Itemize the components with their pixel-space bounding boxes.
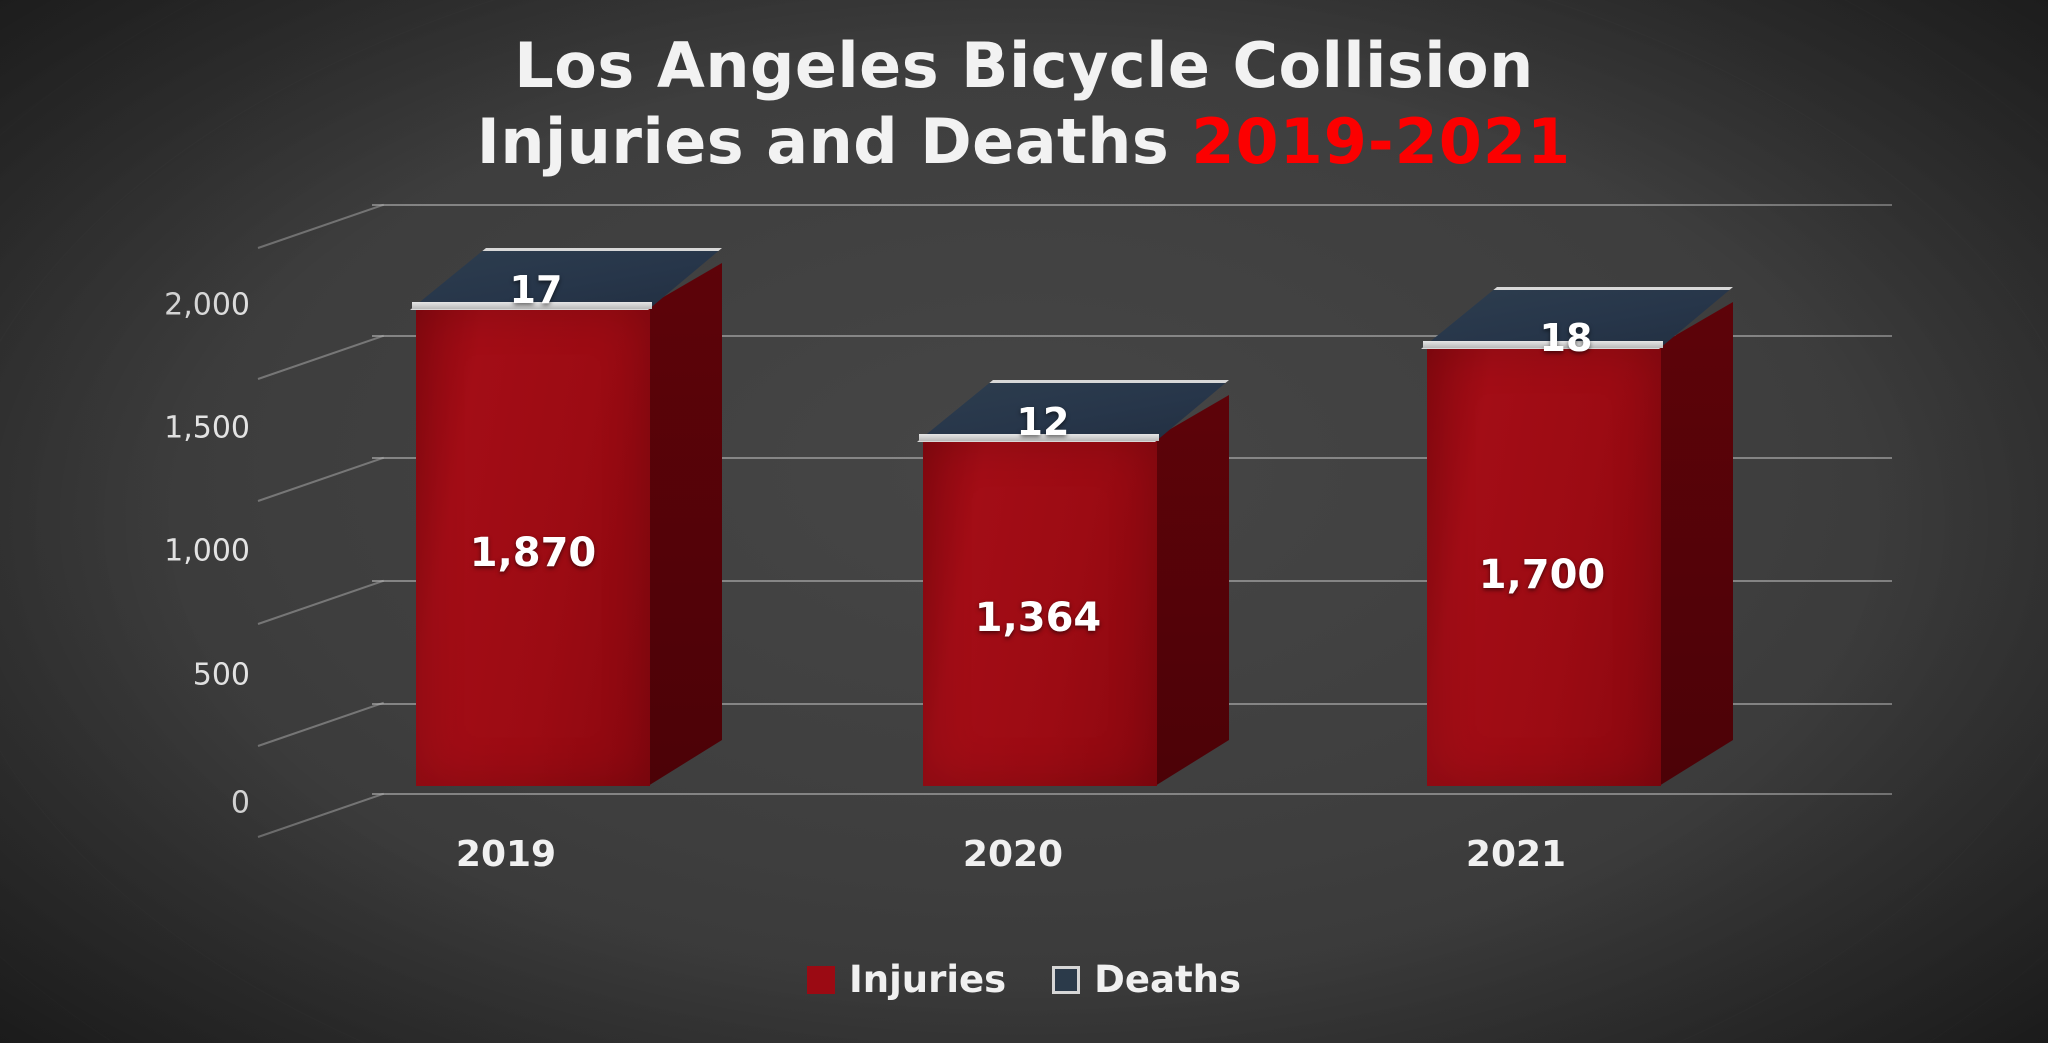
deaths-cap-face bbox=[410, 248, 722, 310]
y-tick-2000: 2,000 bbox=[164, 287, 250, 323]
depth-connector-0 bbox=[257, 792, 385, 838]
bar-2021-side-face bbox=[1659, 302, 1733, 786]
injuries-swatch-icon bbox=[806, 965, 835, 994]
legend-label-injuries: Injuries bbox=[848, 958, 1007, 1001]
depth-connector-2500 bbox=[257, 203, 385, 249]
data-label-2019-injuries: 1,870 bbox=[469, 530, 597, 576]
depth-connector-2000 bbox=[257, 334, 385, 380]
bar-2019-deaths-cap[interactable] bbox=[410, 248, 722, 310]
depth-connector-1500 bbox=[257, 456, 385, 502]
y-tick-1500: 1,500 bbox=[164, 410, 250, 446]
chart-title-line-1: Los Angeles Bicycle Collision bbox=[514, 29, 1534, 102]
chart-title-main-text: Injuries and Deaths bbox=[476, 104, 1192, 178]
gridline-2500 bbox=[372, 204, 1892, 206]
x-label-2019: 2019 bbox=[455, 834, 557, 875]
chart-title-year-range: 2019-2021 bbox=[1191, 104, 1572, 178]
bar-2020-deaths-cap[interactable] bbox=[917, 380, 1229, 442]
depth-connector-500 bbox=[257, 701, 385, 747]
y-tick-1000: 1,000 bbox=[164, 533, 250, 569]
data-label-2021-deaths: 18 bbox=[1539, 316, 1593, 360]
data-label-2020-deaths: 12 bbox=[1016, 400, 1070, 444]
data-label-2019-deaths: 17 bbox=[509, 268, 563, 312]
bar-2020-side-face bbox=[1155, 395, 1229, 786]
depth-connector-1000 bbox=[257, 579, 385, 625]
data-label-2020-injuries: 1,364 bbox=[974, 595, 1102, 641]
deaths-cap-face bbox=[917, 380, 1229, 442]
x-label-2021: 2021 bbox=[1465, 834, 1567, 875]
chart-title-line-2: Injuries and Deaths 2019-2021 bbox=[0, 104, 2048, 180]
legend-item-injuries[interactable]: Injuries bbox=[806, 958, 1007, 1001]
data-label-2021-injuries: 1,700 bbox=[1478, 552, 1606, 598]
x-label-2020: 2020 bbox=[962, 834, 1064, 875]
legend-label-deaths: Deaths bbox=[1094, 958, 1241, 1001]
bar-2019-side-face bbox=[648, 263, 722, 786]
y-tick-0: 0 bbox=[230, 785, 250, 821]
chart-title: Los Angeles Bicycle Collision Injuries a… bbox=[0, 28, 2048, 179]
chart-legend: Injuries Deaths bbox=[0, 958, 2048, 1001]
gridline-0 bbox=[372, 793, 1892, 795]
legend-item-deaths[interactable]: Deaths bbox=[1052, 958, 1241, 1001]
deaths-swatch-icon bbox=[1052, 965, 1081, 994]
y-tick-500: 500 bbox=[192, 657, 250, 693]
